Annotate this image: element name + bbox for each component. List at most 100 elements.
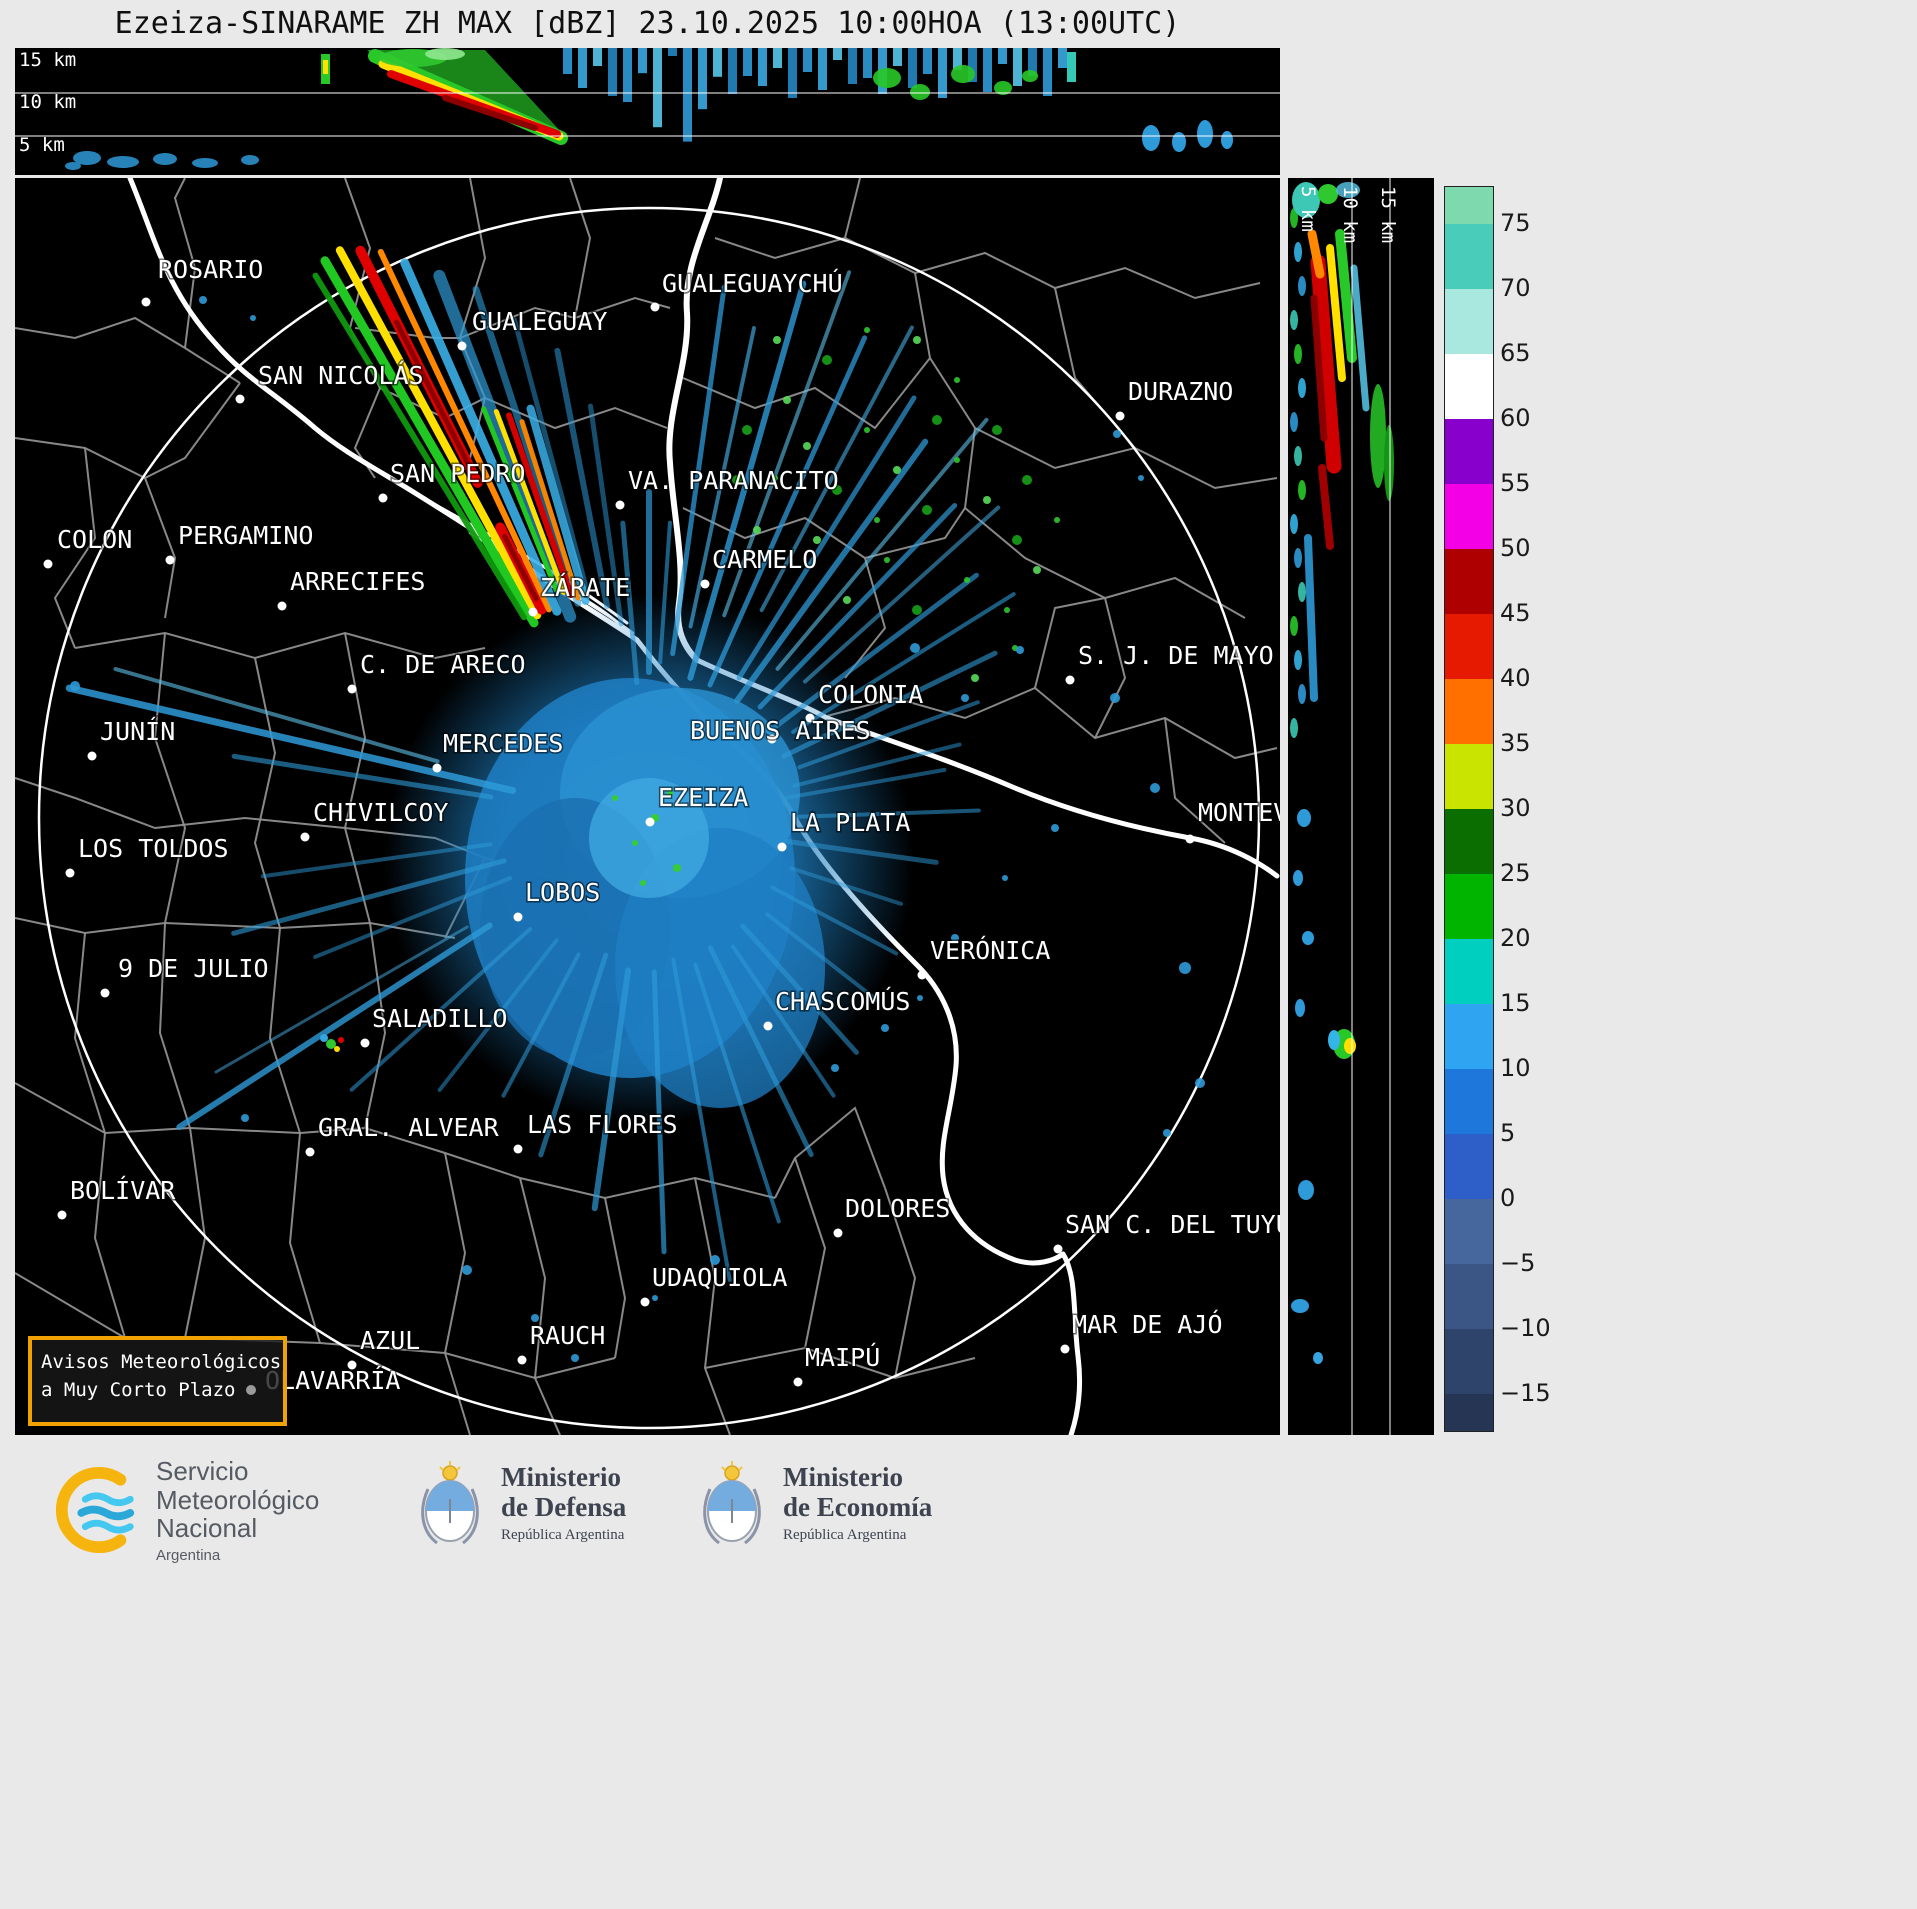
alert-box[interactable]: Avisos Meteorológicos a Muy Corto Plazo — [28, 1336, 287, 1426]
economia-line1: Ministerio — [783, 1461, 903, 1492]
city-dot — [700, 579, 710, 589]
city-dot — [432, 763, 442, 773]
colorbar-segment — [1445, 354, 1493, 419]
city-dot — [65, 868, 75, 878]
city-dot — [87, 751, 97, 761]
city-label: LOBOS — [525, 878, 600, 907]
city-dot — [100, 988, 110, 998]
height-label-10km-v: 10 km — [1339, 186, 1361, 243]
city-label: VERÓNICA — [930, 935, 1050, 965]
city-dot — [457, 341, 467, 351]
footer: Servicio Meteorológico Nacional Argentin… — [0, 1437, 1917, 1909]
city-label: MAR DE AJÓ — [1072, 1309, 1223, 1339]
colorbar-segment — [1445, 1199, 1493, 1264]
colorbar-label: 55 — [1500, 469, 1531, 497]
city-label: GRAL. ALVEAR — [318, 1113, 500, 1142]
city-dot — [517, 1355, 527, 1365]
city-dot — [235, 394, 245, 404]
city-label: ARRECIFES — [290, 567, 425, 596]
dbz-colorbar-labels: 75 70 65 60 55 50 45 40 35 30 25 20 15 10 5 0 −5 −10 −15 — [1500, 186, 1590, 1430]
smn-country: Argentina — [156, 1546, 221, 1564]
city-label: SAN PEDRO — [390, 459, 525, 488]
economia-line2: de Economía — [783, 1492, 933, 1522]
colorbar-label: 50 — [1500, 534, 1531, 562]
defensa-line2: de Defensa — [501, 1492, 627, 1522]
city-label: COLON — [57, 525, 132, 554]
city-dot — [650, 302, 660, 312]
city-label: SALADILLO — [372, 1004, 507, 1033]
city-dot — [57, 1210, 67, 1220]
colorbar-segment — [1445, 187, 1493, 224]
economia-text: Ministerio de Economía República Argenti… — [783, 1462, 932, 1544]
colorbar-segment — [1445, 1069, 1493, 1134]
top-echoes — [65, 48, 1233, 170]
city-label: LA PLATA — [790, 808, 910, 837]
city-label: EZEIZA — [658, 783, 748, 812]
colorbar-segment — [1445, 224, 1493, 289]
city-dot — [513, 1144, 523, 1154]
colorbar-label: 70 — [1500, 274, 1531, 302]
range-ring — [37, 206, 1261, 1430]
economia-logo-group: Ministerio de Economía República Argenti… — [697, 1457, 932, 1549]
colorbar-segment — [1445, 1329, 1493, 1394]
colorbar-label: 0 — [1500, 1184, 1516, 1212]
colorbar-label: 75 — [1500, 209, 1531, 237]
city-dot — [833, 1228, 843, 1238]
city-label: ROSARIO — [158, 255, 263, 284]
city-dot — [645, 817, 655, 827]
city-dot — [793, 1377, 803, 1387]
city-label: CHIVILCOY — [313, 798, 448, 827]
city-label: COLONIA — [818, 680, 923, 709]
city-dot — [513, 912, 523, 922]
alert-box-frame[interactable] — [28, 1336, 287, 1426]
defensa-line1: Ministerio — [501, 1461, 621, 1492]
city-label: CHASCOMÚS — [775, 986, 910, 1016]
city-dot — [1115, 411, 1125, 421]
right-echoes — [1291, 182, 1394, 1364]
city-label: LOS TOLDOS — [78, 834, 229, 863]
colorbar-segment — [1445, 679, 1493, 744]
height-label-15km-v: 15 km — [1377, 186, 1399, 243]
right-echo-speckles — [1290, 208, 1306, 738]
city-label: ZÁRATE — [540, 573, 630, 602]
city-dot — [347, 684, 357, 694]
city-label: 9 DE JULIO — [118, 954, 269, 983]
city-dot — [347, 1360, 357, 1370]
colorbar-label: −10 — [1500, 1314, 1551, 1342]
city-dot — [1185, 834, 1195, 844]
colorbar-segment — [1445, 1134, 1493, 1199]
city-label: BUENOS AIRES — [690, 716, 871, 745]
city-label: DURAZNO — [1128, 377, 1233, 406]
city-dot — [767, 734, 777, 744]
city-dot — [917, 970, 927, 980]
city-dot — [305, 1147, 315, 1157]
colorbar-label: 25 — [1500, 859, 1531, 887]
city-label: GUALEGUAY — [472, 307, 607, 336]
city-label: SAN NICOLÁS — [258, 361, 424, 390]
saladillo-cell — [320, 1034, 344, 1052]
height-label-5km: 5 km — [19, 134, 65, 156]
city-label: JUNÍN — [100, 717, 175, 746]
city-label: GUALEGUAYCHÚ — [662, 268, 843, 298]
smn-line1: Servicio — [156, 1456, 249, 1486]
city-dot — [277, 601, 287, 611]
argentina-coat-of-arms-icon — [421, 1461, 479, 1545]
colorbar-label: 5 — [1500, 1119, 1516, 1147]
colorbar-segment — [1445, 289, 1493, 354]
tuyu-coast — [1060, 1251, 1083, 1435]
city-label: MERCEDES — [443, 729, 563, 758]
colorbar-label: −5 — [1500, 1249, 1536, 1277]
city-label: AZUL — [360, 1326, 420, 1355]
radar-map-panel[interactable]: ROSARIO GUALEGUAYCHÚ GUALEGUAY SAN NICOLÁS D… — [15, 178, 1280, 1435]
colorbar-label: 40 — [1500, 664, 1531, 692]
city-dot — [640, 1297, 650, 1307]
city-dot — [615, 500, 625, 510]
radar-echoes — [65, 245, 1205, 1362]
city-label: C. DE ARECO — [360, 650, 526, 679]
city-label: PERGAMINO — [178, 521, 313, 550]
colorbar-segment — [1445, 484, 1493, 549]
defensa-line3: República Argentina — [501, 1527, 625, 1544]
colorbar-label: −15 — [1500, 1379, 1551, 1407]
city-label: MONTEVIDEO — [1198, 798, 1280, 827]
